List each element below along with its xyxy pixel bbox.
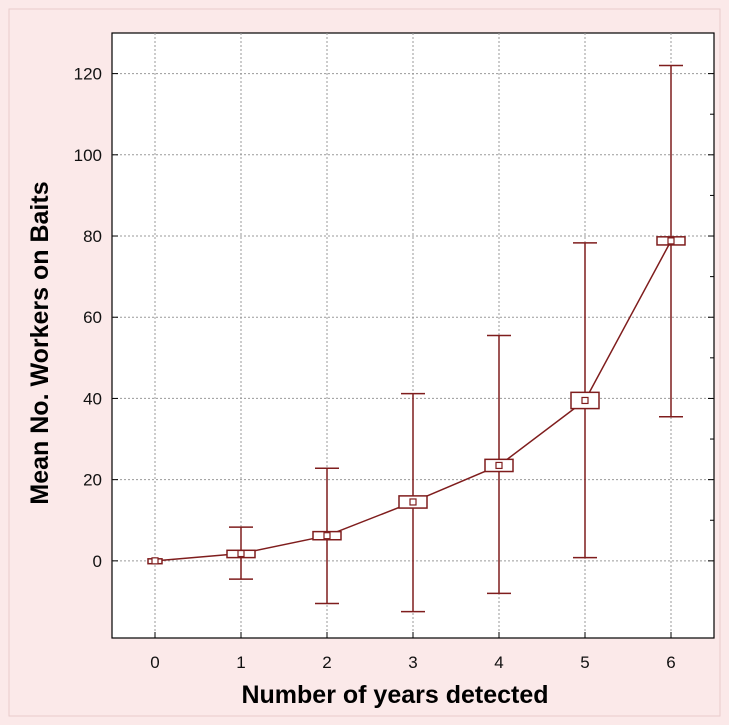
x-tick-label: 0 [150, 653, 159, 672]
y-tick-label: 40 [83, 389, 102, 408]
y-tick-label: 120 [74, 65, 102, 84]
mean-point [409, 498, 417, 506]
y-axis-title: Mean No. Workers on Baits [26, 181, 54, 504]
x-tick-label: 6 [666, 653, 675, 672]
x-tick-label: 3 [408, 653, 417, 672]
x-axis-title: Number of years detected [241, 681, 548, 709]
mean-point [237, 549, 245, 558]
mean-point [667, 237, 675, 245]
x-tick-label: 1 [236, 653, 245, 672]
y-tick-label: 20 [83, 471, 102, 490]
mean-point [495, 461, 503, 470]
x-tick-label: 5 [580, 653, 589, 672]
y-tick-label: 100 [74, 146, 102, 165]
y-tick-label: 60 [83, 308, 102, 327]
x-tick-label: 2 [322, 653, 331, 672]
data-layer [147, 64, 686, 613]
y-tick-label: 80 [83, 227, 102, 246]
mean-point [581, 396, 589, 405]
y-tick-label: 0 [93, 552, 102, 571]
page-frame [8, 8, 721, 717]
mean-point [323, 532, 331, 540]
mean-point [151, 557, 159, 565]
x-tick-label: 4 [494, 653, 503, 672]
